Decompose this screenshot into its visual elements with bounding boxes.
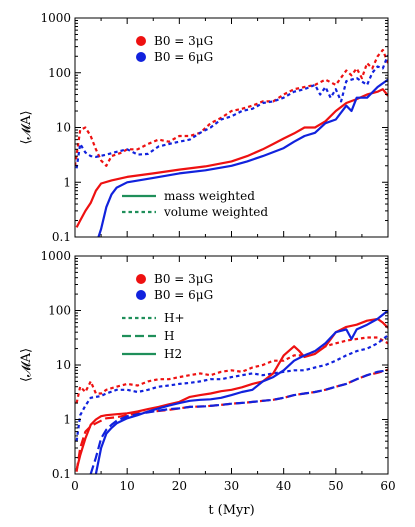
y-tick-label: 0.1 (52, 467, 71, 481)
style-legend: mass weighted volume weighted (122, 189, 268, 219)
y-tick-label: 10 (56, 121, 71, 135)
y-tick-label: 1 (63, 175, 71, 189)
y-tick-label: 10 (56, 358, 71, 372)
panel-top: 0.1 1 10 100 1000 ⟨𝓜A⟩ B0 = 3μG B0 = 6μG mass we… (19, 11, 389, 244)
x-tick-label: 40 (276, 479, 291, 493)
legend-label: volume weighted (163, 205, 268, 219)
series-line-dotted-0 (75, 336, 388, 404)
legend-label: H+ (164, 311, 185, 325)
series-line-dashed-2 (75, 368, 388, 472)
color-legend: B0 = 3μG B0 = 6μG (136, 34, 213, 64)
style-legend: H+ H H2 (122, 311, 185, 361)
series-line-solid-5 (94, 309, 388, 474)
legend-marker (136, 274, 146, 284)
y-tick-label: 1 (63, 413, 71, 427)
legend-marker (136, 290, 146, 300)
legend-label: B0 = 6μG (154, 288, 213, 302)
series-line-solid-1 (97, 78, 388, 237)
legend-marker (136, 52, 146, 62)
series-line-dotted-3 (75, 54, 388, 169)
y-tick-label: 100 (48, 304, 71, 318)
x-tick-label: 60 (380, 479, 395, 493)
series-group (75, 309, 388, 474)
legend-label: B0 = 3μG (154, 272, 213, 286)
y-tick-label: 0.1 (52, 230, 71, 244)
x-tick-label: 10 (120, 479, 135, 493)
legend-label: B0 = 3μG (154, 34, 213, 48)
y-tick-label: 1000 (40, 249, 71, 263)
x-axis-label: t (Myr) (208, 503, 254, 518)
y-axis-label: ⟨𝓜A⟩ (19, 110, 34, 144)
x-tick-label: 0 (71, 479, 79, 493)
series-line-solid-0 (75, 88, 388, 228)
legend-label: H2 (164, 347, 182, 361)
y-tick-label: 100 (48, 66, 71, 80)
legend-label: H (164, 329, 174, 343)
series-line-dashed-3 (89, 369, 388, 474)
series-line-dotted-2 (75, 48, 388, 167)
color-legend: B0 = 3μG B0 = 6μG (136, 272, 213, 302)
x-tick-label: 20 (172, 479, 187, 493)
legend-label: B0 = 6μG (154, 50, 213, 64)
series-line-dotted-1 (75, 334, 388, 442)
legend-marker (136, 36, 146, 46)
y-axis-label: ⟨𝓜A⟩ (19, 348, 34, 382)
y-tick-label: 1000 (40, 11, 71, 25)
x-tick-label: 50 (328, 479, 343, 493)
panel-bottom: 0.1 1 10 100 1000 0 10 20 30 40 50 60 ⟨𝓜A⟩ t (Myr) B0 … (19, 249, 396, 518)
plot-frame (74, 255, 389, 475)
legend-label: mass weighted (164, 189, 255, 203)
x-tick-label: 30 (224, 479, 239, 493)
series-group (75, 48, 388, 237)
